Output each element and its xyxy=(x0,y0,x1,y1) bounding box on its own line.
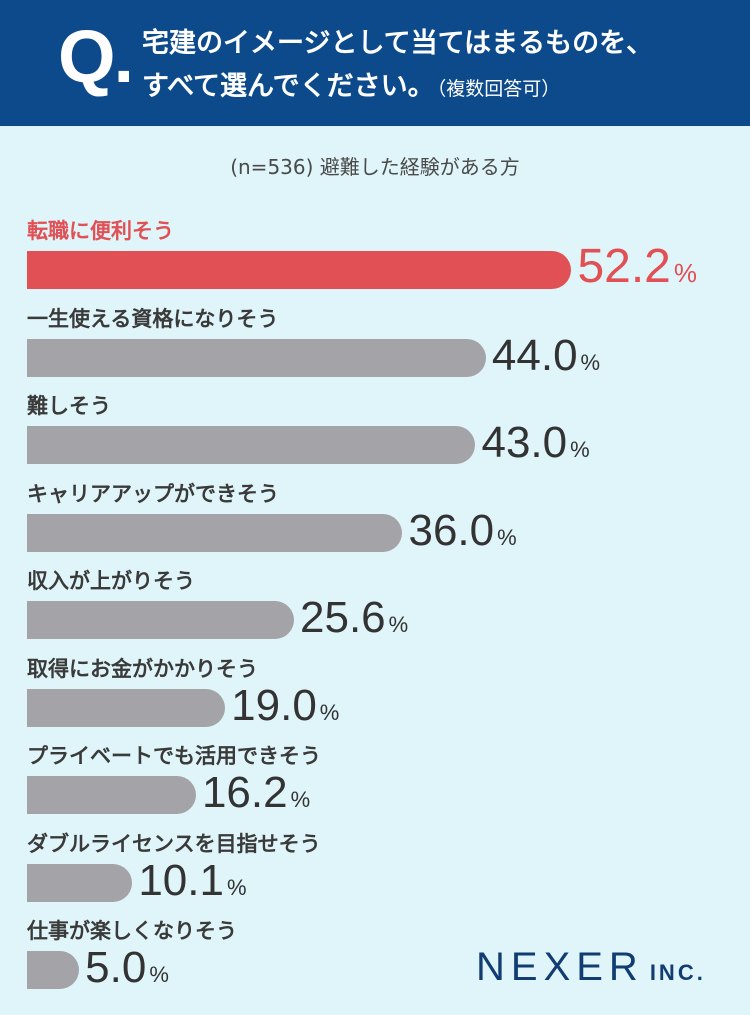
category-label: ダブルライセンスを目指せそう xyxy=(27,831,321,856)
bar xyxy=(27,863,133,902)
percent-unit: % xyxy=(673,258,697,288)
percent-unit: % xyxy=(319,699,340,725)
percent-unit: % xyxy=(388,612,409,637)
value-number: 25.6 xyxy=(300,593,386,642)
bar xyxy=(27,513,403,552)
value-number: 10.1 xyxy=(138,855,224,905)
value-number: 44.0 xyxy=(491,330,578,380)
category-label: キャリアアップができそう xyxy=(27,481,279,506)
value-label: 36.0% xyxy=(408,505,517,555)
bar xyxy=(27,338,486,377)
bar-row: 仕事が楽しくなりそう 5.0% xyxy=(0,921,750,1009)
value-number: 36.0 xyxy=(408,505,495,555)
value-number: 43.0 xyxy=(481,418,568,467)
percent-unit: % xyxy=(497,524,517,550)
bar xyxy=(27,688,226,727)
value-number: 52.2 xyxy=(577,240,671,293)
bar-row: ダブルライセンスを目指せそう 10.1% xyxy=(0,831,750,922)
question-mark: Q. xyxy=(58,15,134,98)
nexer-logo: NEXER INC. xyxy=(476,947,706,987)
bar-row: 取得にお金がかかりそう 19.0% xyxy=(0,656,750,747)
bar xyxy=(27,951,80,989)
percent-unit: % xyxy=(226,874,247,900)
bar xyxy=(27,776,196,814)
bar-row: キャリアアップができそう 36.0% xyxy=(0,481,750,572)
percent-unit: % xyxy=(290,787,311,812)
percent-unit: % xyxy=(149,962,169,987)
logo-name: NEXER xyxy=(476,945,644,989)
bar-row: 難しそう 43.0% xyxy=(0,396,750,484)
category-label: 難しそう xyxy=(27,394,111,418)
category-label: 転職に便利そう xyxy=(27,219,174,243)
value-number: 5.0 xyxy=(85,943,147,992)
question-text-line2: すべて選んでください。 （複数回答可） xyxy=(142,73,560,100)
value-number: 16.2 xyxy=(201,768,288,817)
question-text-line2-main: すべて選んでください。 xyxy=(142,71,435,102)
bar-row: 転職に便利そう 52.2% xyxy=(0,221,750,309)
percent-unit: % xyxy=(580,349,601,375)
bar-row: 収入が上がりそう 25.6% xyxy=(0,571,750,659)
value-label: 44.0% xyxy=(491,330,601,380)
bar-row: 一生使える資格になりそう 44.0% xyxy=(0,306,750,397)
question-note: （複数回答可） xyxy=(436,78,561,100)
bar xyxy=(27,426,476,464)
value-label: 52.2% xyxy=(577,243,697,291)
value-number: 19.0 xyxy=(231,680,317,730)
bar xyxy=(27,601,294,639)
category-label: プライベートでも活用できそう xyxy=(27,744,321,768)
value-label: 16.2% xyxy=(202,771,310,815)
value-label: 19.0% xyxy=(231,680,340,730)
percent-unit: % xyxy=(570,437,590,462)
category-label: 取得にお金がかかりそう xyxy=(27,656,258,681)
question-header: Q. 宅建のイメージとして当てはまるものを、 すべて選んでください。 （複数回答可… xyxy=(0,0,750,126)
value-label: 43.0% xyxy=(481,421,589,465)
sample-size-label: (n=536) 避難した経験がある方 xyxy=(230,155,520,179)
category-label: 一生使える資格になりそう xyxy=(27,306,279,331)
value-label: 10.1% xyxy=(138,855,247,905)
bar xyxy=(27,251,572,289)
category-label: 収入が上がりそう xyxy=(27,569,195,593)
category-label: 仕事が楽しくなりそう xyxy=(27,919,237,943)
logo-suffix: INC. xyxy=(649,960,706,985)
question-text-line1: 宅建のイメージとして当てはまるものを、 xyxy=(142,28,654,59)
value-label: 5.0% xyxy=(85,946,169,990)
value-label: 25.6% xyxy=(300,596,408,640)
bar-row: プライベートでも活用できそう 16.2% xyxy=(0,746,750,834)
